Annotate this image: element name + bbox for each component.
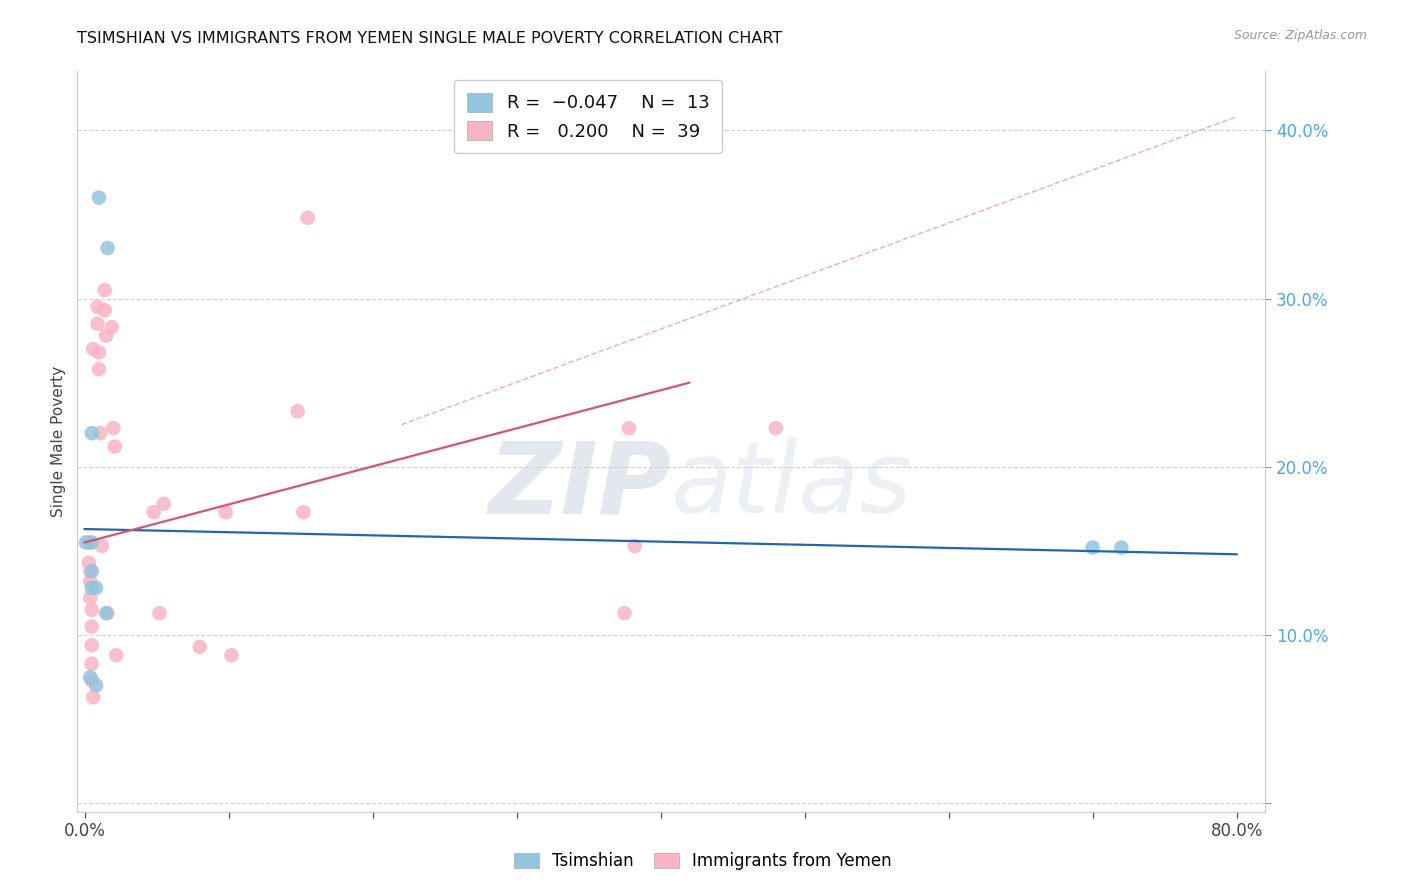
Point — [104, 440, 127, 454]
Point — [142, 505, 165, 519]
Point — [75, 535, 97, 549]
Point — [79, 564, 101, 578]
Text: TSIMSHIAN VS IMMIGRANTS FROM YEMEN SINGLE MALE POVERTY CORRELATION CHART: TSIMSHIAN VS IMMIGRANTS FROM YEMEN SINGL… — [77, 31, 783, 46]
Text: atlas: atlas — [672, 437, 912, 534]
Point — [79, 670, 101, 684]
Legend: R =  −​0.047    N =  13, R =   0.200    N =  39: R = −​0.047 N = 13, R = 0.200 N = 39 — [454, 80, 723, 153]
Point — [84, 581, 107, 595]
Point — [287, 404, 309, 418]
Point — [80, 673, 103, 688]
Point — [97, 241, 120, 255]
Text: ZIP: ZIP — [488, 437, 672, 534]
Point — [82, 690, 104, 705]
Point — [97, 606, 120, 620]
Point — [80, 638, 103, 652]
Point — [80, 564, 103, 578]
Y-axis label: Single Male Poverty: Single Male Poverty — [51, 366, 66, 517]
Point — [297, 211, 319, 225]
Point — [80, 619, 103, 633]
Point — [292, 505, 315, 519]
Point — [221, 648, 243, 663]
Text: Source: ZipAtlas.com: Source: ZipAtlas.com — [1233, 29, 1367, 42]
Point — [80, 657, 103, 671]
Point — [103, 421, 125, 435]
Point — [152, 497, 174, 511]
Point — [86, 317, 108, 331]
Point — [94, 606, 117, 620]
Point — [101, 320, 124, 334]
Point — [87, 362, 110, 376]
Point — [94, 328, 117, 343]
Point — [84, 679, 107, 693]
Point — [623, 539, 645, 553]
Point — [79, 591, 101, 605]
Point — [765, 421, 787, 435]
Point — [79, 574, 101, 589]
Point — [80, 535, 103, 549]
Point — [1111, 541, 1133, 555]
Point — [77, 535, 100, 549]
Point — [82, 342, 104, 356]
Point — [214, 505, 236, 519]
Point — [89, 426, 111, 441]
Point — [86, 300, 108, 314]
Point — [93, 303, 115, 318]
Point — [188, 640, 211, 654]
Point — [90, 539, 112, 553]
Point — [87, 190, 110, 204]
Point — [80, 581, 103, 595]
Point — [77, 556, 100, 570]
Point — [1081, 541, 1104, 555]
Point — [80, 603, 103, 617]
Point — [105, 648, 128, 663]
Point — [617, 421, 640, 435]
Legend: Tsimshian, Immigrants from Yemen: Tsimshian, Immigrants from Yemen — [508, 846, 898, 877]
Point — [80, 426, 103, 441]
Point — [93, 283, 115, 297]
Point — [148, 606, 170, 620]
Point — [613, 606, 636, 620]
Point — [87, 345, 110, 359]
